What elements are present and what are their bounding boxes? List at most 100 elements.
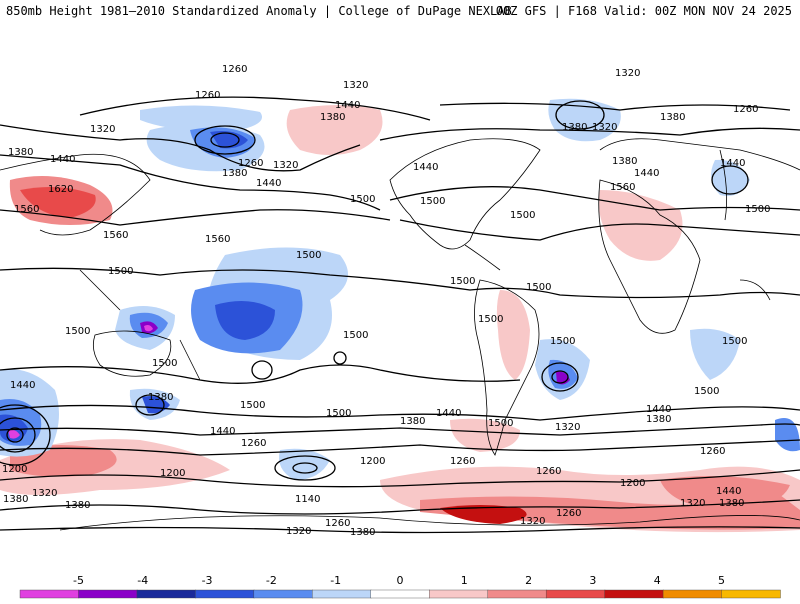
contour-label: 1500	[526, 282, 551, 293]
map-canvas: 1260 1260 1320 1320 1440 1380 1320 1380 …	[0, 64, 800, 538]
colorbar-swatch	[78, 589, 138, 599]
contour-label: 1260	[222, 64, 247, 75]
colorbar-tick-label: -1	[330, 574, 341, 587]
contour-label: 1260	[241, 438, 266, 449]
contour-label: 1440	[210, 426, 235, 437]
colorbar-tick-label: 3	[589, 574, 596, 587]
contour-label: 1560	[205, 234, 230, 245]
colorbar-swatch	[370, 589, 430, 599]
colorbar-swatch	[662, 589, 723, 599]
colorbar-tick-label: 2	[525, 574, 532, 587]
contour-label: 1440	[646, 404, 671, 415]
contour-label: 1440	[413, 162, 438, 173]
contour-label: 1500	[343, 330, 368, 341]
contour-label: 1200	[620, 478, 645, 489]
colorbar-svg: -5 -4 -3 -2 -1 0 1 2 3 4 5	[19, 574, 781, 599]
contour-label: 1380	[3, 494, 28, 505]
contour-label: 1260	[238, 158, 263, 169]
contour-label: 1260	[325, 518, 350, 529]
height-contours	[0, 96, 800, 534]
colorbar-tick-label: 4	[654, 574, 661, 587]
contour-label: 1260	[733, 104, 758, 115]
anomaly-shading	[0, 98, 800, 533]
contour-label: 1200	[160, 468, 185, 479]
contour-label: 1560	[103, 230, 128, 241]
contour-label: 1260	[536, 466, 561, 477]
colorbar-tick-label: 0	[397, 574, 404, 587]
contour-label: 1500	[350, 194, 375, 205]
contour-label: 1500	[108, 266, 133, 277]
contour-label: 1380	[719, 498, 744, 509]
colorbar-tick-label: -3	[202, 574, 213, 587]
colorbar-fills	[19, 589, 781, 599]
contour-label: 1320	[90, 124, 115, 135]
contour-label: 1620	[48, 184, 73, 195]
contour-label: 1320	[273, 160, 298, 171]
contour-label: 1440	[256, 178, 281, 189]
contour-label: 1440	[634, 168, 659, 179]
colorbar-ticks: -5 -4 -3 -2 -1 0 1 2 3 4 5	[73, 574, 725, 587]
contour-label: 1500	[450, 276, 475, 287]
contour-label: 1320	[680, 498, 705, 509]
colorbar: -5 -4 -3 -2 -1 0 1 2 3 4 5	[0, 560, 800, 600]
colorbar-tick-label: -5	[73, 574, 84, 587]
contour-label: 1500	[745, 204, 770, 215]
contour-label: 1380	[8, 147, 33, 158]
contour-label: 1560	[14, 204, 39, 215]
colorbar-tick-label: -4	[137, 574, 148, 587]
contour-label: 1260	[700, 446, 725, 457]
contour-label: 1500	[488, 418, 513, 429]
contour-label: 1500	[296, 250, 321, 261]
contour-label: 1320	[32, 488, 57, 499]
map-title: 850mb Height 1981–2010 Standardized Anom…	[6, 4, 512, 18]
contour-label: 1200	[360, 456, 385, 467]
contour-label: 1440	[335, 100, 360, 111]
colorbar-swatch	[545, 589, 606, 599]
contour-label: 1380	[65, 500, 90, 511]
contour-label: 1320	[615, 68, 640, 79]
contour-label: 1380	[320, 112, 345, 123]
contour-label: 1500	[722, 336, 747, 347]
contour-label: 1500	[550, 336, 575, 347]
contour-label: 1500	[65, 326, 90, 337]
colorbar-swatch	[604, 589, 664, 599]
contour-label: 1200	[2, 464, 27, 475]
contour-label: 1560	[610, 182, 635, 193]
contour-label: 1440	[50, 154, 75, 165]
colorbar-swatch	[721, 589, 781, 599]
colorbar-tick-label: 5	[718, 574, 725, 587]
contour-label: 1260	[556, 508, 581, 519]
contour-label: 1500	[694, 386, 719, 397]
colorbar-swatch	[312, 589, 372, 599]
contour-label: 1320	[343, 80, 368, 91]
contour-label: 1380	[612, 156, 637, 167]
contour-label: 1260	[195, 90, 220, 101]
contour-label: 1260	[450, 456, 475, 467]
contour-label: 1440	[436, 408, 461, 419]
contour-label: 1440	[720, 158, 745, 169]
contour-label: 1500	[420, 196, 445, 207]
colorbar-swatch	[195, 589, 255, 599]
contour-label: 1320	[592, 122, 617, 133]
colorbar-swatch	[253, 589, 314, 599]
contour-labels: 1260 1260 1320 1320 1440 1380 1320 1380 …	[2, 64, 770, 538]
colorbar-tick-label: -2	[266, 574, 277, 587]
contour-label: 1380	[646, 414, 671, 425]
colorbar-swatch	[429, 589, 489, 599]
contour-label: 1500	[510, 210, 535, 221]
contour-label: 1320	[286, 526, 311, 537]
colorbar-swatch	[487, 589, 547, 599]
contour-label: 1320	[520, 516, 545, 527]
contour-label: 1440	[10, 380, 35, 391]
contour-label: 1500	[326, 408, 351, 419]
contour-label: 1380	[562, 122, 587, 133]
contour-label: 1380	[400, 416, 425, 427]
model-valid-time: 00Z GFS | F168 Valid: 00Z MON NOV 24 202…	[495, 4, 792, 18]
contour-label: 1380	[148, 392, 173, 403]
contour-label: 1500	[240, 400, 265, 411]
contour-label: 1500	[478, 314, 503, 325]
anomaly-map[interactable]: 1260 1260 1320 1320 1440 1380 1320 1380 …	[0, 40, 800, 560]
contour-label: 1380	[222, 168, 247, 179]
colorbar-tick-label: 1	[461, 574, 468, 587]
contour-label: 1380	[660, 112, 685, 123]
